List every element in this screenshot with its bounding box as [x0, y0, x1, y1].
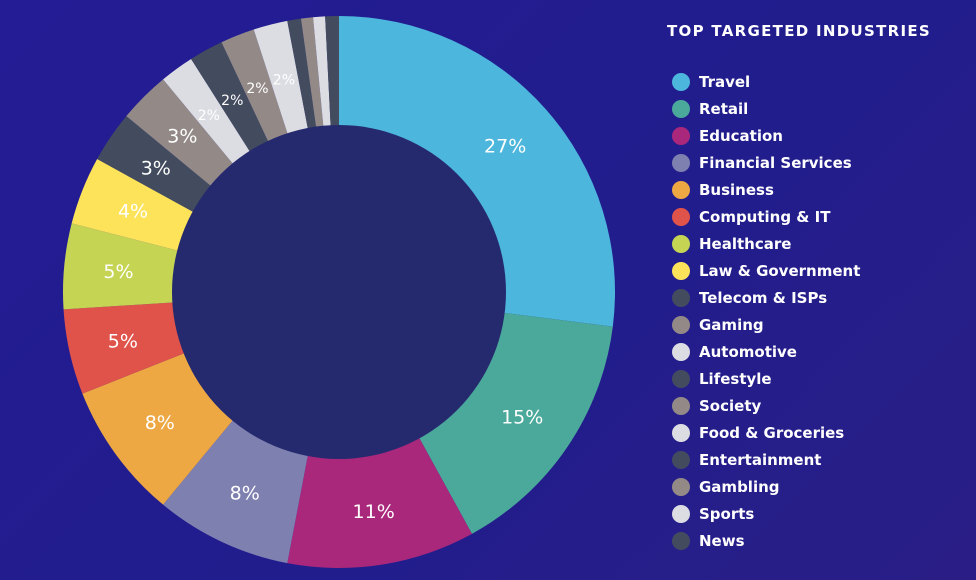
legend-label: Financial Services [699, 153, 852, 172]
slice-label: 4% [118, 200, 148, 222]
slice-label: 2% [246, 81, 268, 97]
legend-item: Gambling [667, 473, 931, 500]
legend-item: Entertainment [667, 446, 931, 473]
slice-label: 15% [501, 407, 543, 429]
legend-label: News [699, 531, 745, 550]
slice-label: 8% [230, 482, 260, 504]
legend-swatch [672, 288, 690, 307]
slice-label: 2% [221, 93, 243, 109]
legend-swatch [672, 180, 690, 199]
legend-label: Business [699, 180, 774, 199]
slice-label: 3% [141, 157, 171, 179]
legend-label: Gambling [699, 477, 780, 496]
legend-swatch [672, 531, 690, 550]
slice-label: 3% [167, 125, 197, 147]
legend-label: Gaming [699, 315, 764, 334]
legend-label: Sports [699, 504, 755, 523]
legend-label: Education [699, 126, 783, 145]
slice-label: 2% [273, 72, 295, 88]
legend-item: Automotive [667, 338, 931, 365]
legend-item: Society [667, 392, 931, 419]
legend-swatch [672, 72, 690, 91]
legend-swatch [672, 126, 690, 145]
donut-chart: 27%15%11%8%8%5%5%4%3%3%2%2%2%2% [62, 16, 616, 568]
legend-label: Travel [699, 72, 751, 91]
slice-label: 8% [145, 412, 175, 434]
legend-swatch [672, 315, 690, 334]
legend-label: Entertainment [699, 450, 822, 469]
legend-label: Telecom & ISPs [699, 288, 828, 307]
legend-item: Telecom & ISPs [667, 284, 931, 311]
slice-label: 2% [198, 108, 220, 124]
slice-label: 5% [108, 330, 138, 352]
legend-swatch [672, 396, 690, 415]
legend-item: Computing & IT [667, 203, 931, 230]
legend-item: Education [667, 122, 931, 149]
slice-label: 5% [103, 261, 133, 283]
legend-label: Healthcare [699, 234, 792, 253]
legend-label: Computing & IT [699, 207, 831, 226]
legend-item: Retail [667, 95, 931, 122]
legend-label: Automotive [699, 342, 797, 361]
legend-label: Society [699, 396, 762, 415]
legend-swatch [672, 261, 690, 280]
legend-swatch [672, 153, 690, 172]
legend-swatch [672, 477, 690, 496]
legend-swatch [672, 342, 690, 361]
legend-item: Food & Groceries [667, 419, 931, 446]
slice-label: 11% [353, 501, 395, 523]
legend-swatch [672, 450, 690, 469]
legend-swatch [672, 423, 690, 442]
legend-item: Lifestyle [667, 365, 931, 392]
legend-label: Lifestyle [699, 369, 772, 388]
donut-hole [172, 125, 506, 459]
legend-label: Retail [699, 99, 749, 118]
legend-title: TOP TARGETED INDUSTRIES [667, 22, 932, 40]
legend-item: News [667, 527, 931, 554]
legend-swatch [672, 207, 690, 226]
legend-label: Food & Groceries [699, 423, 845, 442]
legend-item: Gaming [667, 311, 931, 338]
legend-item: Healthcare [667, 230, 931, 257]
legend-swatch [672, 99, 690, 118]
legend-label: Law & Government [699, 261, 861, 280]
legend: TOP TARGETED INDUSTRIES Travel Retail Educ… [667, 22, 931, 554]
legend-swatch [672, 234, 690, 253]
slice-label: 27% [484, 136, 526, 158]
legend-item: Sports [667, 500, 931, 527]
legend-swatch [672, 504, 690, 523]
legend-item: Law & Government [667, 257, 931, 284]
legend-item: Business [667, 176, 931, 203]
legend-swatch [672, 369, 690, 388]
legend-item: Travel [667, 68, 931, 95]
legend-item: Financial Services [667, 149, 931, 176]
